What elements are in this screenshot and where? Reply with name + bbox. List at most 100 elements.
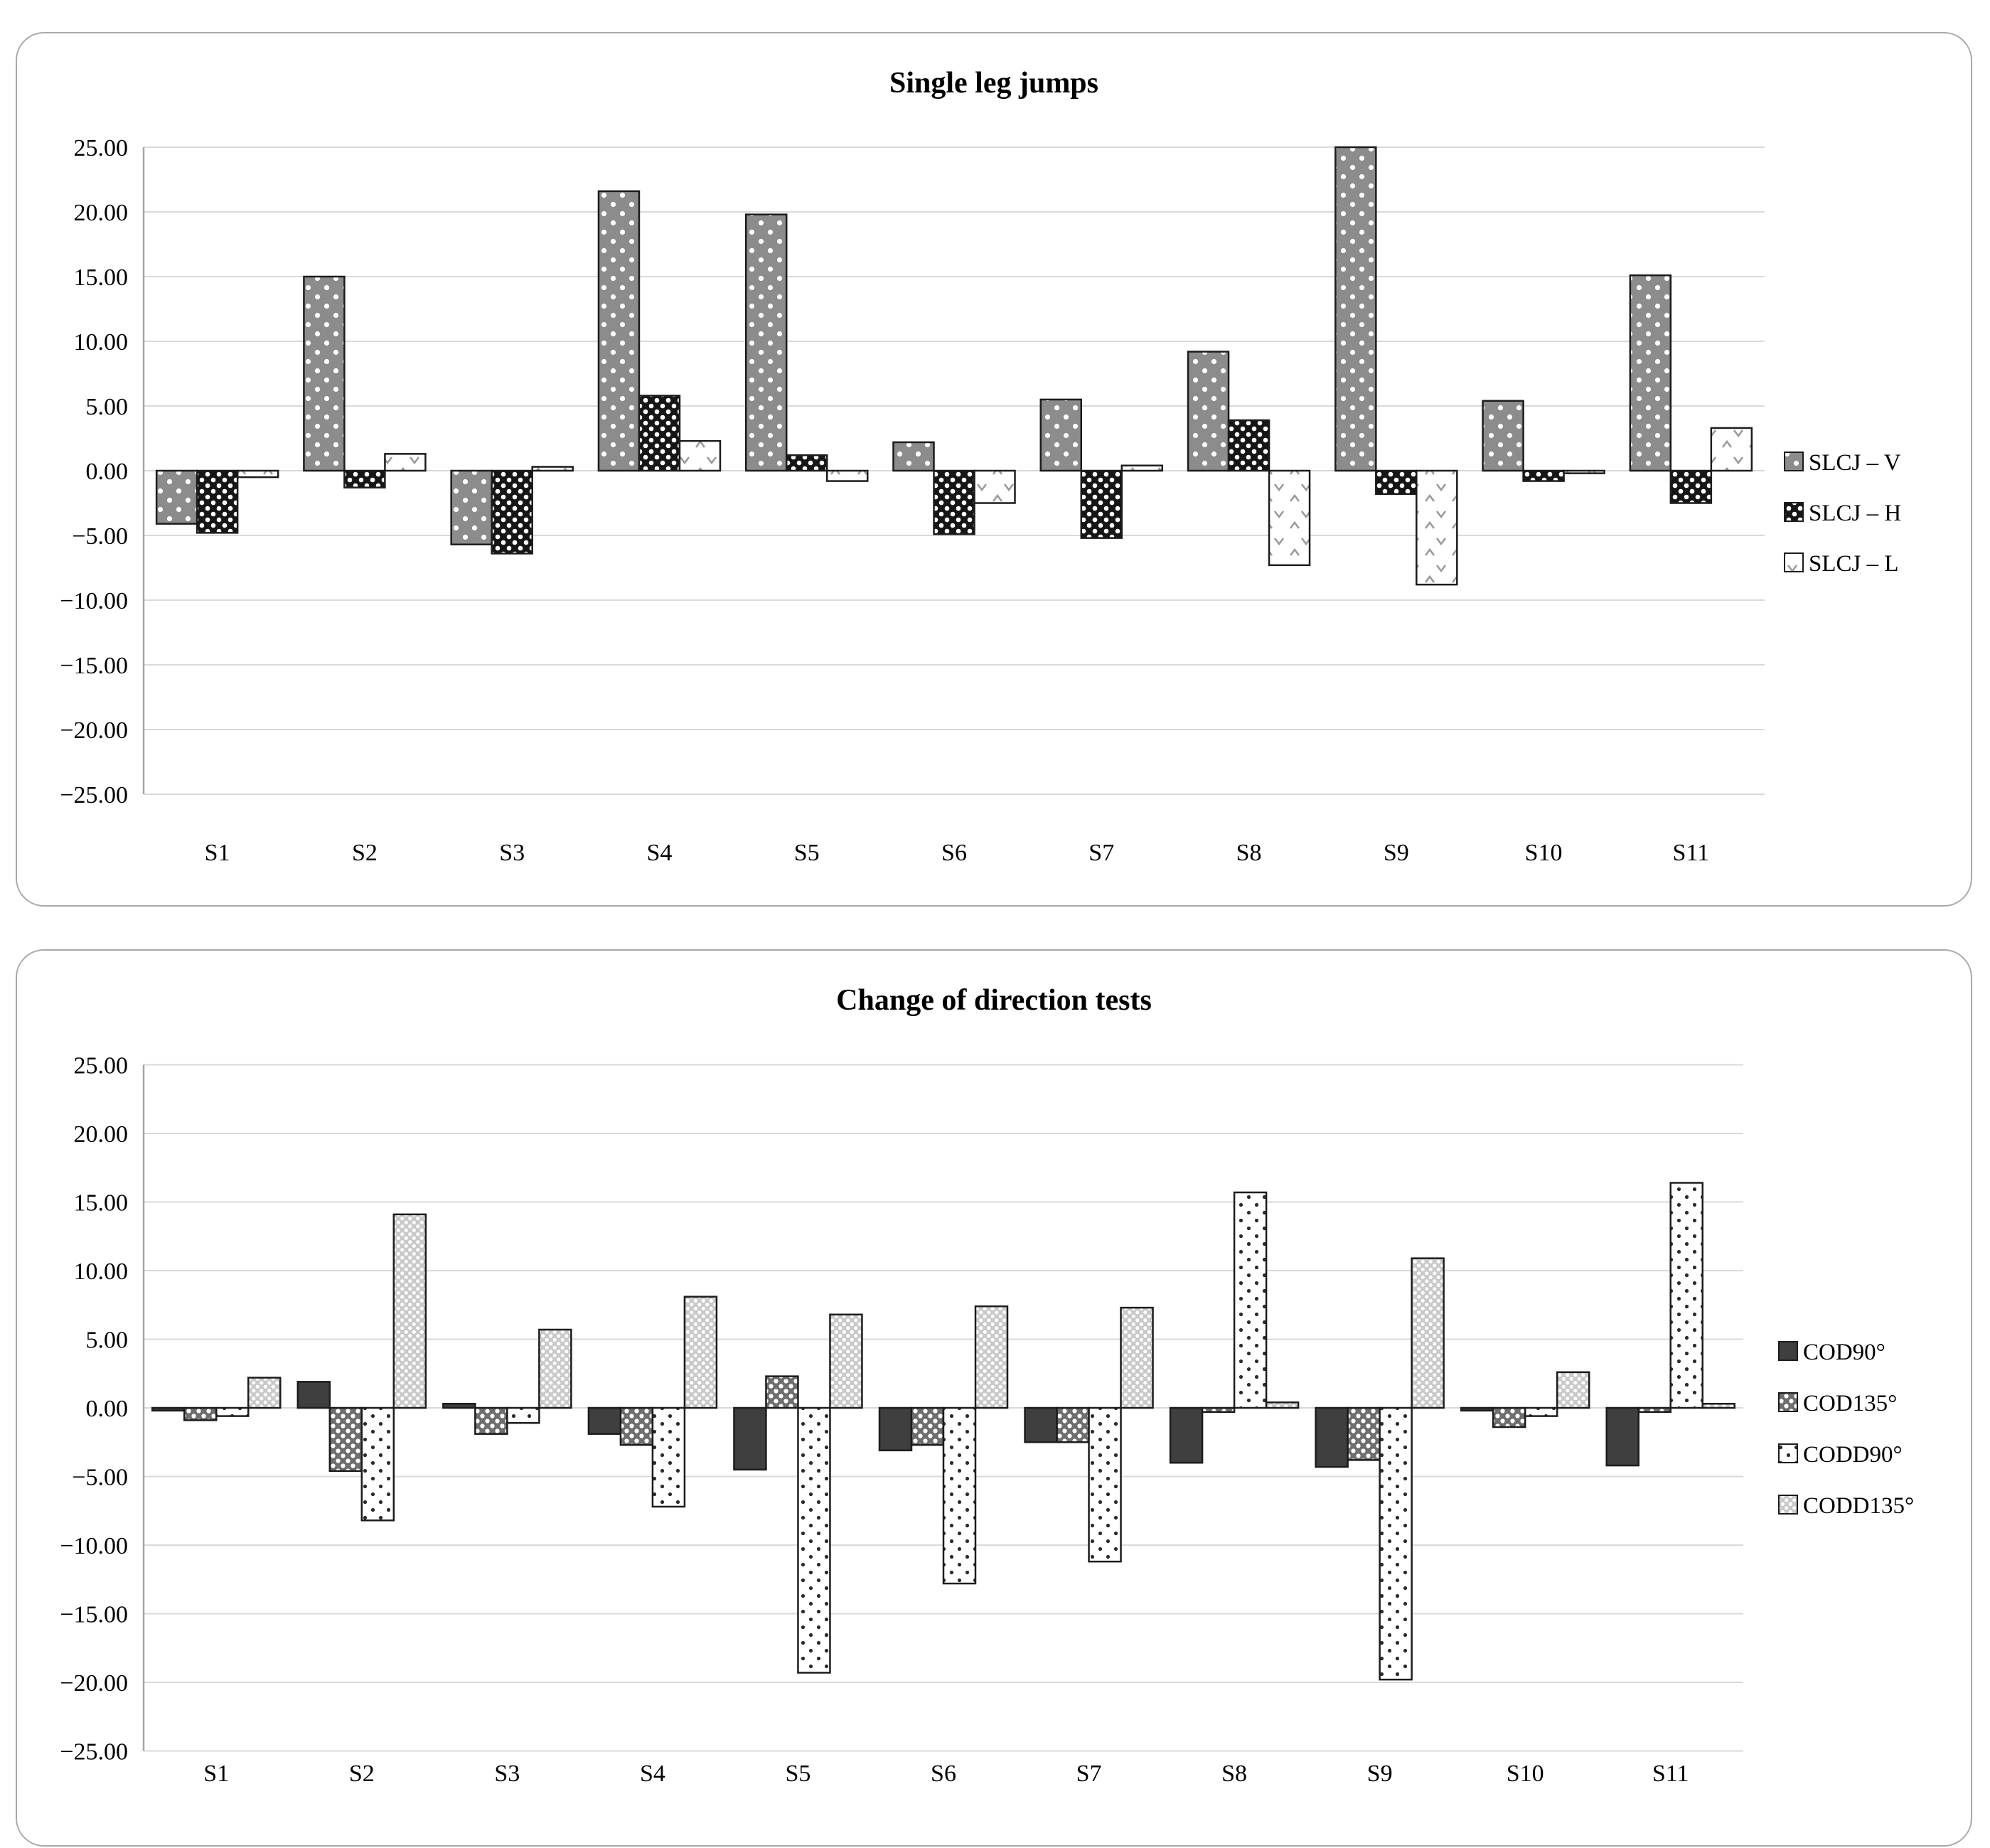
bar-S10-COD135° bbox=[1492, 1406, 1526, 1428]
legend-marker bbox=[1784, 452, 1804, 471]
x-category-label: S8 bbox=[1236, 840, 1262, 866]
bar-S7-CODD135° bbox=[1120, 1306, 1154, 1409]
x-category-label: S7 bbox=[1076, 1761, 1102, 1787]
x-category-label: S6 bbox=[941, 840, 967, 866]
y-tick-label: 20.00 bbox=[74, 1121, 129, 1148]
bar-S11-CODD90° bbox=[1669, 1182, 1703, 1409]
single-leg-jumps-chart: 25.00 20.00 15.00 10.00 5.00 0.00 −5.00 −10.00 −… bbox=[60, 135, 1901, 866]
bar-S7-SLCJ – V bbox=[1039, 398, 1083, 472]
legend-marker bbox=[1784, 502, 1804, 522]
bar-S10-CODD90° bbox=[1524, 1406, 1558, 1417]
legend-label: SLCJ – H bbox=[1809, 501, 1901, 526]
bar-S5-COD90° bbox=[733, 1406, 767, 1471]
y-tick-label: 10.00 bbox=[74, 1259, 129, 1285]
legend-label: CODD90° bbox=[1803, 1442, 1903, 1468]
bar-S2-COD135° bbox=[328, 1406, 363, 1473]
bar-S4-SLCJ – H bbox=[638, 395, 681, 472]
bar-S1-SLCJ – H bbox=[196, 469, 239, 534]
bar-S3-CODD135° bbox=[538, 1328, 572, 1409]
bar-S8-SLCJ – V bbox=[1187, 351, 1230, 472]
bar-S11-COD135° bbox=[1637, 1406, 1671, 1414]
y-tick-label: −15.00 bbox=[60, 1602, 128, 1628]
bar-S1-SLCJ – L bbox=[236, 469, 279, 479]
bar-S9-SLCJ – V bbox=[1334, 146, 1377, 472]
bar-S9-CODD135° bbox=[1411, 1257, 1445, 1409]
y-tick-label: 0.00 bbox=[86, 459, 129, 485]
bar-S11-SLCJ – V bbox=[1629, 274, 1672, 472]
bar-S3-CODD90° bbox=[506, 1406, 540, 1424]
x-category-label: S11 bbox=[1652, 1761, 1689, 1787]
bar-S6-CODD90° bbox=[942, 1406, 977, 1585]
legend-marker bbox=[1778, 1495, 1798, 1515]
bar-S6-SLCJ – H bbox=[933, 469, 975, 535]
bar-S10-SLCJ – L bbox=[1563, 469, 1605, 474]
bar-S4-CODD135° bbox=[683, 1296, 718, 1409]
bar-S3-COD90° bbox=[442, 1402, 476, 1409]
bar-S7-CODD90° bbox=[1088, 1406, 1122, 1563]
bar-S3-COD135° bbox=[474, 1406, 508, 1435]
bar-S5-COD135° bbox=[765, 1375, 799, 1409]
y-tick-label: 25.00 bbox=[74, 135, 129, 161]
y-tick-label: −20.00 bbox=[60, 717, 128, 744]
bar-S5-SLCJ – H bbox=[785, 454, 828, 472]
y-tick-label: −25.00 bbox=[60, 782, 128, 808]
y-tick-label: 20.00 bbox=[74, 200, 129, 226]
chart-title-change-of-direction: Change of direction tests bbox=[836, 984, 1152, 1017]
bar-S6-SLCJ – L bbox=[973, 469, 1016, 504]
x-category-label: S3 bbox=[499, 840, 525, 866]
bar-S8-COD135° bbox=[1201, 1406, 1236, 1414]
bar-S6-COD135° bbox=[910, 1406, 945, 1446]
single-leg-jumps-panel: Single leg jumps 25.00 20.00 15.00 10.00 5.0… bbox=[16, 32, 1972, 907]
bar-S2-CODD135° bbox=[392, 1213, 427, 1409]
bar-S9-COD135° bbox=[1347, 1406, 1381, 1461]
bar-S3-SLCJ – V bbox=[450, 469, 493, 545]
bar-S8-CODD90° bbox=[1233, 1191, 1268, 1409]
bar-S1-CODD90° bbox=[215, 1406, 250, 1417]
legend-item: CODD90° bbox=[1778, 1442, 1903, 1468]
bar-S6-CODD135° bbox=[974, 1305, 1009, 1409]
legend-label: COD135° bbox=[1803, 1391, 1897, 1416]
bar-S2-SLCJ – H bbox=[343, 469, 386, 488]
bar-S3-SLCJ – L bbox=[531, 466, 574, 472]
bar-S2-CODD90° bbox=[360, 1406, 395, 1522]
x-category-label: S9 bbox=[1367, 1761, 1393, 1787]
legend-label: COD90° bbox=[1803, 1340, 1885, 1365]
x-category-label: S8 bbox=[1221, 1761, 1247, 1787]
bar-S9-COD90° bbox=[1315, 1406, 1349, 1468]
bar-S1-COD135° bbox=[183, 1406, 218, 1421]
bar-S8-SLCJ – H bbox=[1227, 419, 1271, 472]
bar-S1-COD90° bbox=[151, 1406, 186, 1412]
legend-label: SLCJ – L bbox=[1809, 551, 1899, 577]
x-category-label: S7 bbox=[1088, 840, 1114, 866]
bar-S8-CODD135° bbox=[1265, 1401, 1300, 1409]
bar-S5-CODD90° bbox=[797, 1406, 831, 1674]
y-tick-label: −20.00 bbox=[60, 1670, 128, 1697]
y-tick-label: 10.00 bbox=[74, 329, 129, 356]
bar-S4-CODD90° bbox=[651, 1406, 686, 1508]
bar-S10-SLCJ – V bbox=[1482, 400, 1524, 472]
change-of-direction-panel: Change of direction tests 25.00 20.00 15.0… bbox=[16, 949, 1972, 1847]
bar-S6-COD90° bbox=[878, 1406, 913, 1452]
x-category-label: S5 bbox=[785, 1761, 811, 1787]
bar-S11-SLCJ – L bbox=[1710, 427, 1753, 472]
legend-item: SLCJ – H bbox=[1784, 501, 1901, 526]
x-category-label: S4 bbox=[640, 1761, 665, 1787]
bar-S10-COD90° bbox=[1460, 1406, 1494, 1412]
y-tick-label: −10.00 bbox=[60, 1533, 128, 1559]
bar-S11-COD90° bbox=[1605, 1406, 1639, 1467]
y-tick-label: 15.00 bbox=[74, 1190, 129, 1217]
y-tick-label: 5.00 bbox=[86, 394, 129, 420]
bar-S1-SLCJ – V bbox=[155, 469, 198, 525]
bar-S4-COD90° bbox=[587, 1406, 622, 1435]
bar-S8-COD90° bbox=[1169, 1406, 1204, 1464]
x-category-label: S1 bbox=[205, 840, 230, 866]
bar-S9-SLCJ – H bbox=[1375, 469, 1418, 496]
legend-marker bbox=[1778, 1392, 1798, 1412]
bar-S9-SLCJ – L bbox=[1416, 469, 1458, 586]
bar-S4-SLCJ – V bbox=[597, 190, 641, 472]
bar-S1-CODD135° bbox=[247, 1377, 282, 1409]
y-tick-label: −25.00 bbox=[60, 1739, 128, 1766]
legend-marker bbox=[1784, 552, 1804, 572]
bar-S10-CODD135° bbox=[1556, 1371, 1590, 1409]
y-tick-label: 5.00 bbox=[86, 1328, 129, 1354]
